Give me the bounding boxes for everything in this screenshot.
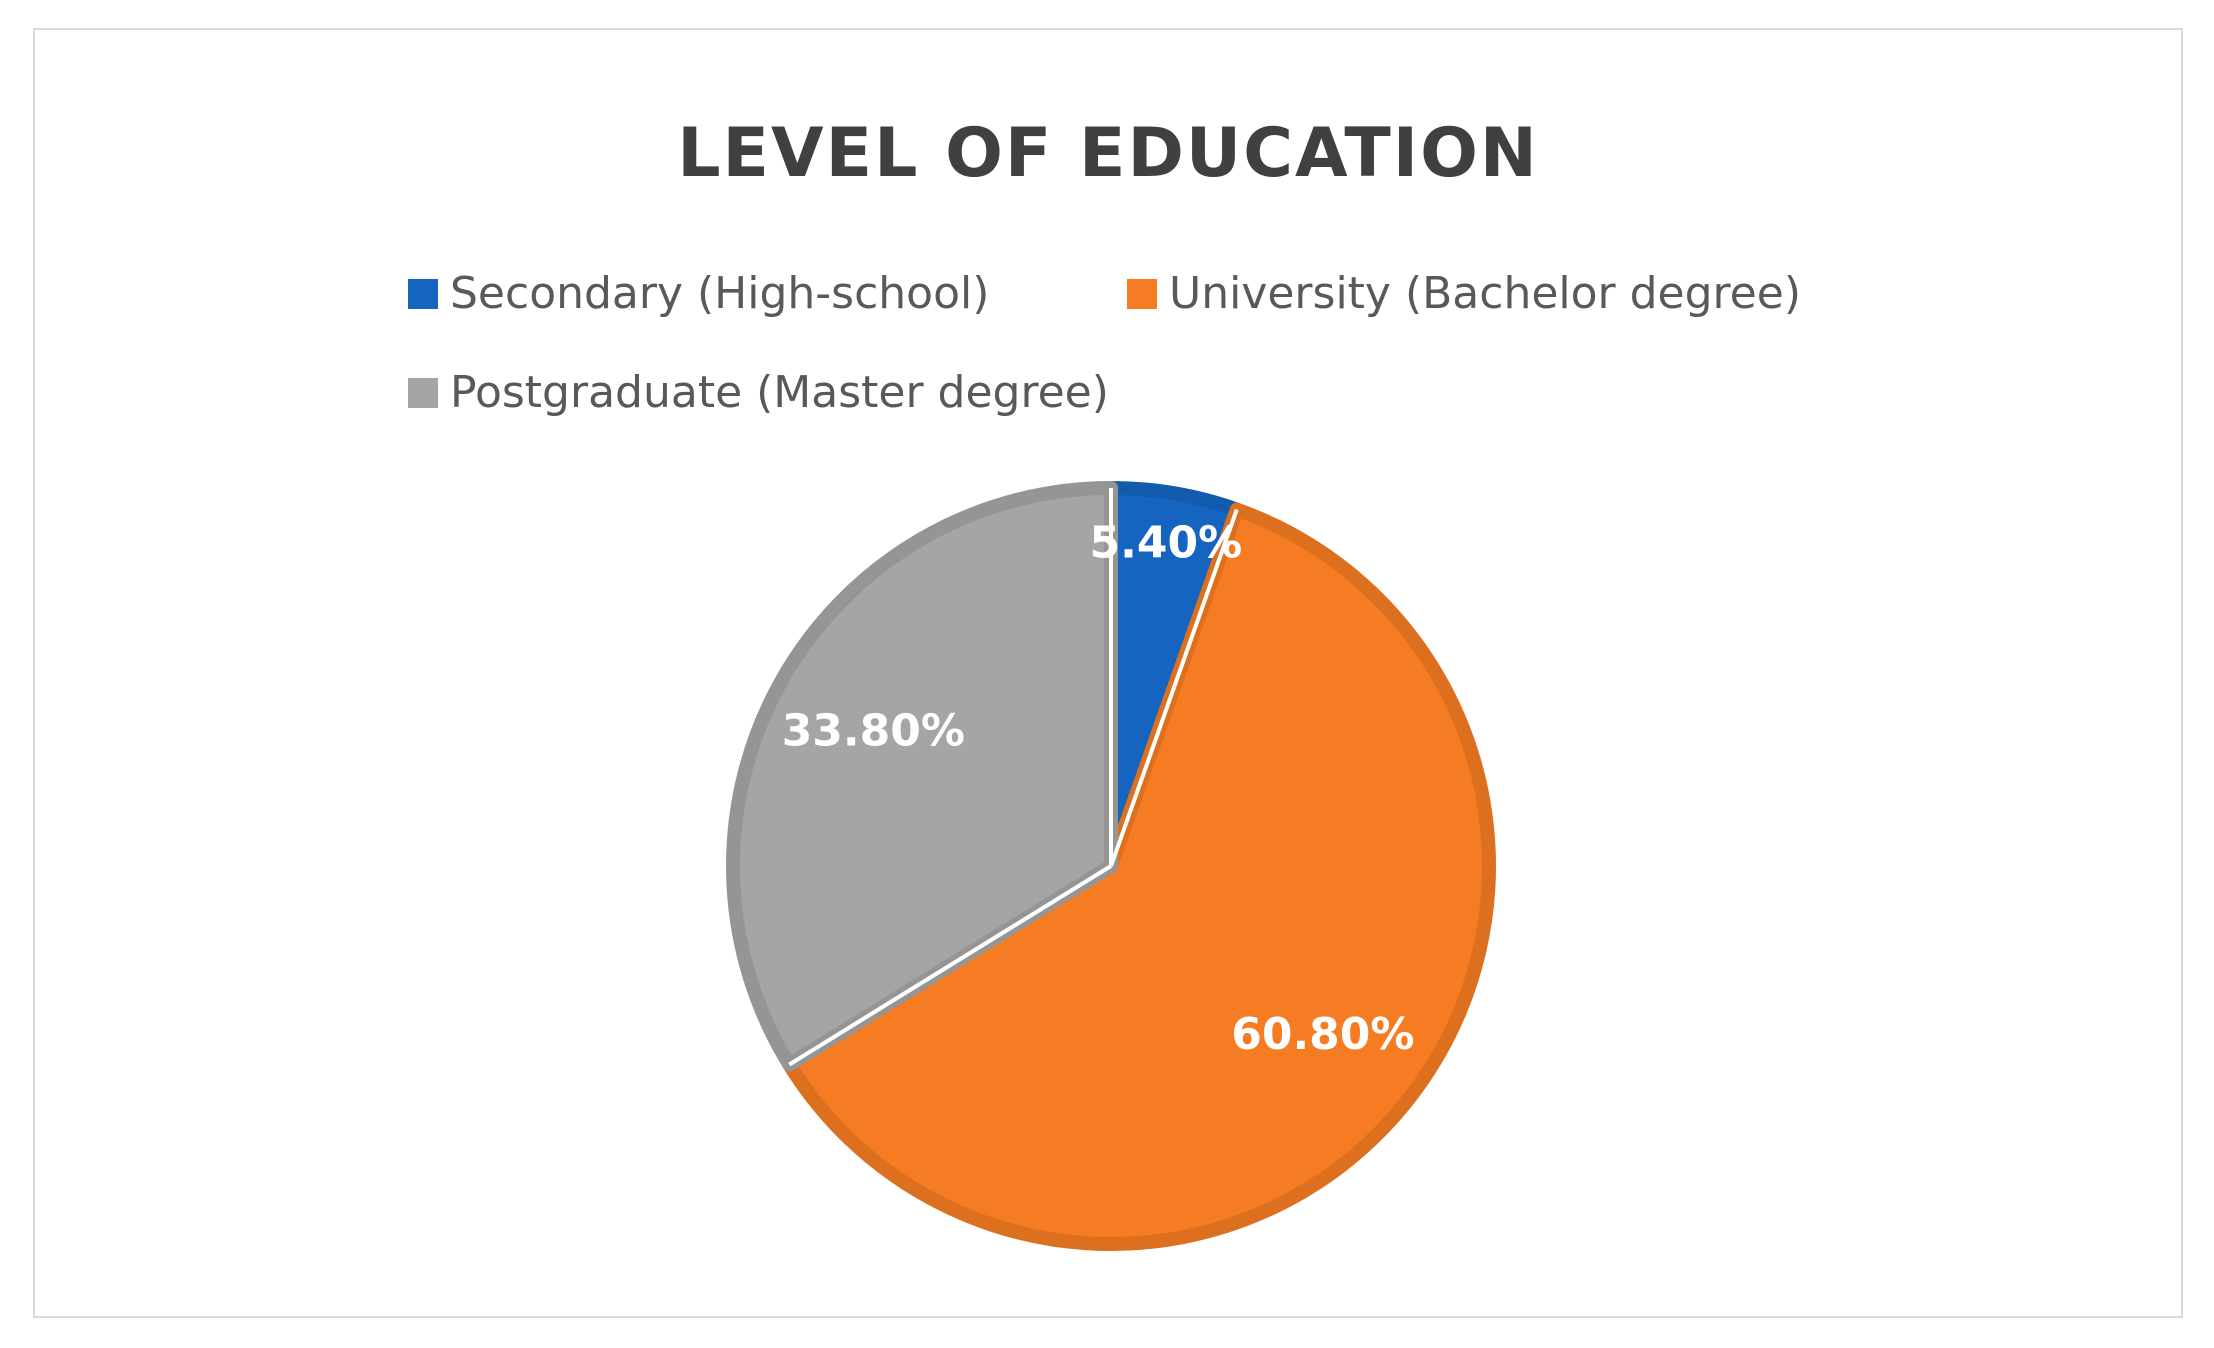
slice-separator xyxy=(788,864,1113,1067)
legend-label-university: University (Bachelor degree) xyxy=(1169,268,1801,319)
legend-swatch-university xyxy=(1127,279,1157,309)
legend-label-postgraduate: Postgraduate (Master degree) xyxy=(450,367,1109,418)
chart-frame: LEVEL OF EDUCATION Secondary (High-schoo… xyxy=(33,28,2183,1318)
data-label-secondary: 5.40% xyxy=(1090,518,1243,569)
legend-item-university: University (Bachelor degree) xyxy=(1127,272,1801,316)
legend-label-secondary: Secondary (High-school) xyxy=(450,268,990,319)
legend-swatch-postgraduate xyxy=(408,378,438,408)
slice-university xyxy=(782,502,1496,1251)
slice-postgraduate xyxy=(725,481,1118,1072)
legend-item-postgraduate: Postgraduate (Master degree) xyxy=(408,371,1109,415)
legend-item-secondary: Secondary (High-school) xyxy=(408,272,989,316)
data-label-university: 60.80% xyxy=(1231,1009,1414,1060)
slice-separator xyxy=(1109,508,1239,867)
pie-chart: 5.40% 60.80% 33.80% xyxy=(725,481,1496,1251)
data-label-postgraduate: 33.80% xyxy=(782,705,965,756)
chart-title: LEVEL OF EDUCATION xyxy=(677,114,1539,193)
legend-swatch-secondary xyxy=(408,279,438,309)
